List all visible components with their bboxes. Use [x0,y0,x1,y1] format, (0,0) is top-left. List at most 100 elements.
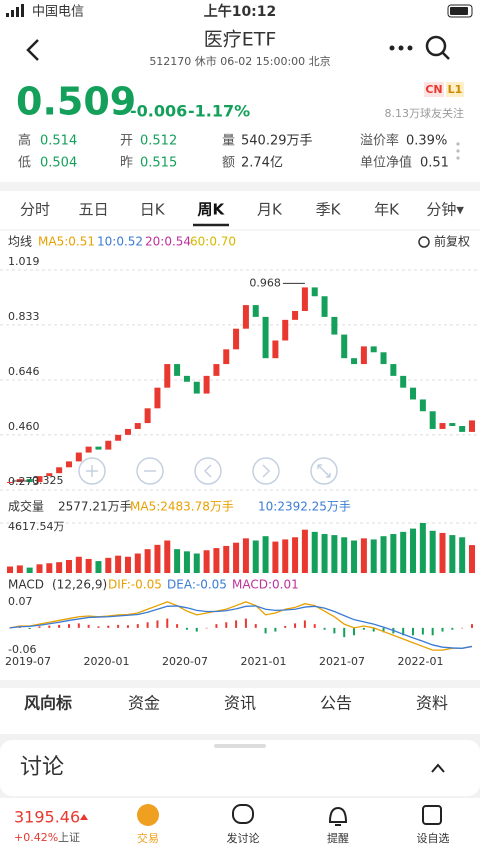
volume-bar [105,557,112,573]
macd-bar [58,624,61,628]
legend-item: 均线 [8,235,32,249]
adjust-label[interactable]: 前复权 [434,234,470,249]
clock: 上午10:12 [204,3,277,20]
stat-label: 额 [222,156,235,171]
nav-item[interactable]: 交易 [137,831,159,845]
volume-bar [95,561,102,573]
legend-item: 成交量 [8,499,44,514]
macd-bar [471,624,473,628]
candle [370,346,377,353]
y-tick-label: 0.460 [8,420,40,433]
macd-bar [431,627,434,636]
macd-bar [107,625,110,628]
macd-bar [412,627,415,636]
candle [193,381,200,394]
watchlist-icon[interactable] [422,805,442,825]
nav-item[interactable]: 提醒 [327,832,349,845]
macd-bar [362,627,365,630]
candle [301,287,308,311]
section-tab[interactable]: 资讯 [224,694,256,713]
y-tick-label: 0.646 [8,365,40,378]
candle [321,296,328,317]
page-subtitle: 512170 休市 06-02 15:00:00 北京 [149,54,330,68]
expand-dots[interactable] [456,142,460,160]
section-tab[interactable]: 公告 [320,694,352,713]
candle [65,461,72,468]
macd-bar [284,626,287,628]
search-button[interactable] [425,35,450,60]
volume-bar [252,540,259,573]
candle [75,452,82,462]
macd-bar [451,627,454,630]
nav-item[interactable]: 发讨论 [227,831,260,845]
legend-item: MA5:0.51 [38,235,95,249]
candle [449,423,456,427]
dif-line [9,601,473,651]
badge: CN [425,83,442,96]
section-tab[interactable]: 风向标 [24,694,72,713]
candle [331,316,338,335]
post-icon[interactable] [232,804,254,824]
trade-icon[interactable] [137,804,159,826]
candle [272,340,279,359]
candle [36,476,43,483]
stat-label: 高 [18,133,31,149]
volume-bar [16,565,23,573]
battery-icon [447,4,473,18]
settings-icon[interactable] [418,236,430,248]
volume-bar [400,531,407,573]
section-tab[interactable]: 资金 [128,694,160,713]
zoom-controls[interactable] [78,457,338,485]
legend-item: 60:0.70 [190,235,236,249]
macd-bar [225,622,228,628]
x-tick-label: 2020-07 [162,655,208,668]
macd-bar [313,624,316,628]
volume-bar [134,553,141,573]
volume-bar [390,534,397,573]
chart-tab[interactable]: 月K [257,201,283,219]
stat-value: 540.29万手 [241,134,313,149]
macd-bar [382,627,385,633]
more-button[interactable] [389,45,413,51]
chart-tab[interactable]: 周K [197,201,225,219]
candle [459,426,466,432]
candle [174,364,181,376]
chart-tab[interactable]: 分时 [20,201,50,219]
legend-item: 10:0.52 [97,235,143,249]
nav-item[interactable]: 设自选 [417,832,450,845]
chart-tab[interactable]: 分钟▾ [426,201,464,219]
stat-value: 2.74亿 [241,156,283,171]
low-label: 0.325 [32,474,64,487]
macd-bar [166,618,169,628]
volume-bar [419,523,426,573]
volume-bar [213,548,220,573]
macd-bar [176,624,179,628]
chart-tab[interactable]: 日K [140,201,166,219]
candle [124,428,131,435]
candle [429,411,436,429]
macd-bar [235,620,238,628]
collapse-button[interactable] [431,763,445,773]
macd-bar [461,627,464,629]
volume-bar [360,538,367,573]
chart-tab[interactable]: 五日 [79,201,109,219]
divider [0,182,480,191]
candle [380,352,387,365]
section-tab[interactable]: 资料 [416,694,448,713]
chart-tab[interactable]: 季K [316,201,342,219]
alert-icon[interactable] [328,806,348,826]
volume-bar [7,566,13,573]
macd-bar [126,625,129,628]
divider [0,680,480,688]
candle [7,482,13,484]
candle [351,358,358,365]
chart-tab[interactable]: 年K [374,201,400,219]
volume-bar [311,531,318,573]
back-button[interactable] [26,39,39,61]
macd-bar [274,627,277,632]
macd-bar [343,627,346,638]
candle [203,375,210,394]
y-tick-label: 0.07 [8,595,33,608]
x-tick-label: 2020-01 [84,655,130,668]
